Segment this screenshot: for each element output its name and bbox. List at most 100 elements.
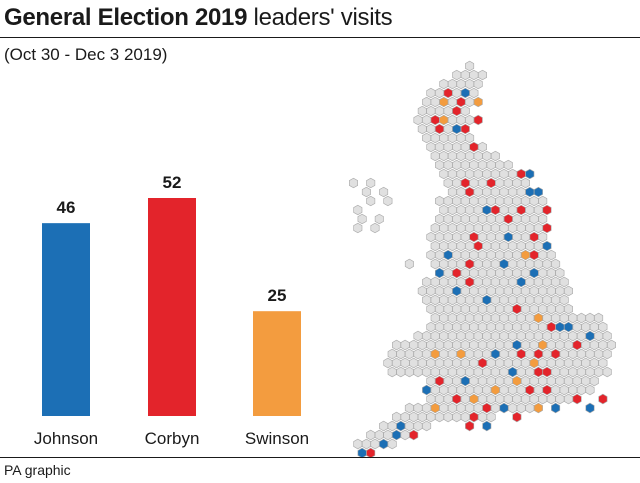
- hex-cell-visit-johnson: [516, 276, 526, 288]
- hex-cell: [529, 213, 539, 225]
- hex-cell-visit-corbyn: [469, 141, 479, 153]
- hex-cell: [452, 69, 462, 81]
- hex-cell: [465, 312, 475, 324]
- hex-cell: [473, 330, 483, 342]
- hex-cell: [594, 330, 604, 342]
- hex-cell: [559, 348, 569, 360]
- hex-cell: [426, 303, 436, 315]
- hex-cell: [477, 411, 488, 423]
- hex-cell: [499, 186, 509, 198]
- hex-cell: [589, 339, 599, 351]
- hex-cell-visit-corbyn: [465, 258, 475, 270]
- hex-cell: [525, 312, 535, 324]
- hex-cell: [430, 384, 440, 396]
- hex-cell: [396, 366, 406, 378]
- hex-cell: [589, 321, 599, 333]
- hex-cell: [568, 366, 578, 378]
- hex-cell-visit-johnson: [585, 402, 595, 414]
- hex-cell: [499, 330, 509, 342]
- hex-cell: [456, 114, 466, 126]
- hex-cell-visit-swinson: [529, 357, 539, 369]
- hex-cell: [456, 258, 466, 270]
- hex-cell: [460, 393, 470, 405]
- chart-title: General Election 2019 leaders' visits: [4, 3, 393, 33]
- hex-cell: [413, 330, 423, 342]
- hex-cell: [529, 339, 539, 351]
- hex-cell: [533, 204, 543, 216]
- hex-cell: [434, 285, 445, 297]
- hex-cell-visit-corbyn: [486, 177, 496, 189]
- hex-cell: [525, 402, 535, 414]
- hex-cell: [443, 339, 453, 351]
- hex-cell: [508, 402, 518, 414]
- hex-cell-visit-corbyn: [529, 231, 539, 243]
- hex-cell: [538, 375, 548, 387]
- hex-cell: [417, 285, 427, 297]
- hex-cell: [525, 204, 535, 216]
- hex-cell-visit-corbyn: [465, 420, 475, 432]
- hex-cell: [379, 186, 389, 198]
- hex-cell: [387, 420, 397, 432]
- hex-cell: [430, 330, 440, 342]
- hex-cell: [520, 393, 531, 405]
- hex-cell: [357, 213, 367, 225]
- hex-cell: [508, 330, 518, 342]
- hex-cell: [576, 348, 586, 360]
- hex-cell: [508, 384, 518, 396]
- hex-cell: [460, 321, 470, 333]
- hex-cell: [602, 366, 612, 378]
- hex-cell: [469, 357, 479, 369]
- hex-cell: [482, 150, 492, 162]
- hex-cell: [551, 294, 561, 306]
- hex-cell: [516, 330, 526, 342]
- hex-cell-visit-corbyn: [443, 87, 453, 99]
- hex-cell-visit-corbyn: [465, 186, 475, 198]
- hex-cell: [422, 348, 432, 360]
- hex-cells: [348, 60, 617, 459]
- hex-cell: [422, 132, 432, 144]
- hex-cell: [434, 195, 445, 207]
- hex-cell: [469, 303, 479, 315]
- hex-cell-visit-swinson: [538, 339, 548, 351]
- hex-cell: [477, 375, 488, 387]
- hex-cell: [447, 366, 457, 378]
- hex-cell: [473, 348, 483, 360]
- hex-cell: [447, 114, 457, 126]
- hex-cell: [495, 195, 505, 207]
- hex-cell: [383, 429, 393, 441]
- hex-cell: [508, 204, 518, 216]
- hex-cell: [443, 213, 453, 225]
- category-label-swinson: Swinson: [245, 429, 309, 448]
- hex-cell: [563, 303, 574, 315]
- hex-cell: [477, 195, 488, 207]
- hex-cell: [417, 105, 427, 117]
- hex-cell-visit-corbyn: [460, 123, 470, 135]
- hex-cell: [439, 168, 449, 180]
- hex-cell: [512, 285, 522, 297]
- hex-cell: [465, 348, 475, 360]
- hex-cell-visit-corbyn: [542, 384, 552, 396]
- hex-cell: [486, 249, 496, 261]
- hex-cell: [469, 339, 479, 351]
- hex-cell: [417, 411, 427, 423]
- hex-cell: [452, 339, 462, 351]
- hex-cell: [469, 195, 479, 207]
- hex-cell: [490, 258, 500, 270]
- hex-cell: [503, 303, 513, 315]
- hex-cell-visit-corbyn: [469, 231, 479, 243]
- hex-cell: [495, 231, 505, 243]
- hex-cell: [422, 114, 432, 126]
- hex-cell: [447, 276, 457, 288]
- hex-cell: [508, 312, 518, 324]
- hex-cell-visit-corbyn: [546, 321, 556, 333]
- hex-cell: [490, 186, 500, 198]
- hex-cell: [486, 375, 496, 387]
- hex-cell-visit-swinson: [533, 402, 543, 414]
- footer-divider: [0, 457, 640, 458]
- hex-cell: [430, 240, 440, 252]
- hex-cell-visit-swinson: [490, 384, 500, 396]
- hex-cell: [426, 375, 436, 387]
- hex-cell-visit-corbyn: [482, 402, 492, 414]
- hex-cell-visit-johnson: [525, 186, 535, 198]
- hex-cell-visit-corbyn: [533, 348, 543, 360]
